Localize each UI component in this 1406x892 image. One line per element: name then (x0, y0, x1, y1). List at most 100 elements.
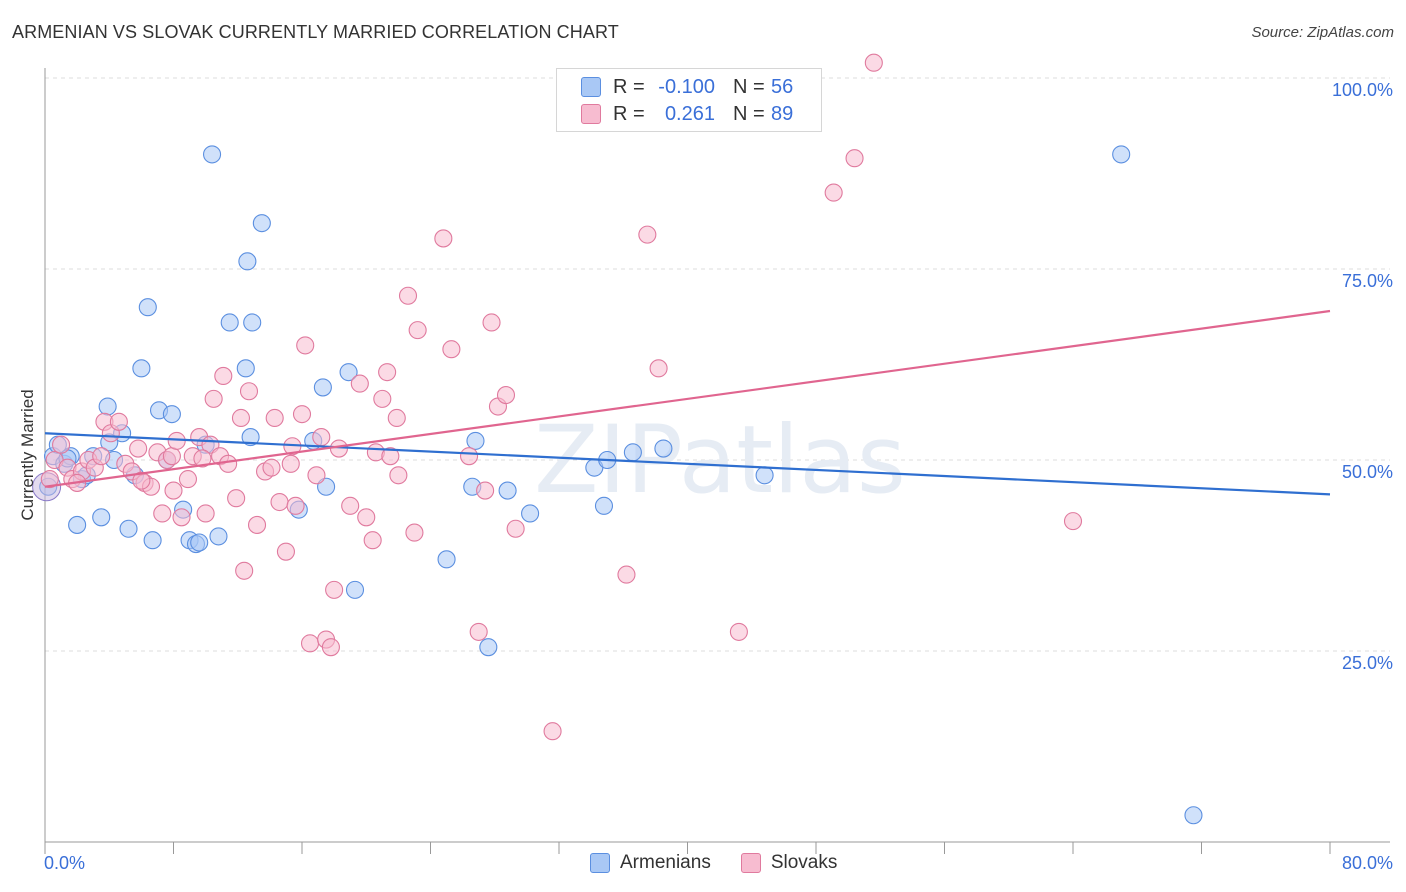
legend-r-label: R = (613, 102, 645, 125)
armenians-point (623, 443, 642, 462)
legend-label-armenians: Armenians (620, 852, 711, 873)
slovaks-point (262, 458, 281, 477)
slovaks-point (270, 492, 289, 512)
slovaks-point (40, 470, 59, 489)
armenians-point (143, 531, 162, 550)
legend-r-value: -0.100 (658, 75, 715, 98)
armenians-point (345, 580, 365, 599)
slovaks-point (235, 561, 254, 580)
slovaks-point (824, 183, 843, 202)
slovaks-point (193, 449, 212, 468)
legend-item-slovaks[interactable]: Slovaks (740, 852, 837, 874)
slovaks-point (286, 496, 305, 515)
slovaks-point (162, 447, 181, 466)
slovaks-point (1063, 512, 1083, 531)
slovaks-point (459, 447, 479, 466)
chart-title: ARMENIAN VS SLOVAK CURRENTLY MARRIED COR… (12, 22, 619, 42)
slovaks-point (378, 363, 397, 382)
legend-swatch-slovaks (740, 853, 761, 873)
slovaks-point (381, 447, 400, 466)
armenians-point (220, 313, 239, 332)
slovaks-point (638, 225, 657, 244)
armenians-point (238, 252, 257, 271)
slovaks-point (442, 340, 461, 359)
slovaks-point (389, 466, 408, 485)
slovaks-point (247, 515, 267, 534)
legend-row-armenians: R = -0.100 N = 56 (581, 75, 793, 99)
armenians-point (252, 214, 271, 233)
slovaks-point (307, 466, 326, 485)
slovaks-point (398, 286, 418, 305)
legend-swatch-slovaks (581, 104, 601, 124)
slovaks-point (153, 504, 172, 523)
slovaks-point (341, 496, 360, 515)
x-tick-label: 80.0% (1342, 853, 1393, 873)
armenians-point (466, 431, 485, 450)
slovaks-point (214, 366, 233, 386)
slovaks-point (276, 542, 295, 561)
armenians-point (498, 481, 517, 500)
legend-swatch-armenians (581, 77, 601, 97)
tick-labels: 25.0% 50.0% 75.0% 100.0% 0.0% 80.0% (44, 80, 1393, 873)
armenians-point (243, 313, 262, 332)
series-slovaks (40, 53, 1083, 741)
slovaks-point (296, 336, 315, 355)
slovaks-point (292, 405, 312, 424)
legend-item-armenians[interactable]: Armenians (590, 852, 711, 874)
armenians-point (654, 439, 673, 458)
armenians-point (138, 298, 157, 317)
legend-r-value: 0.261 (664, 102, 715, 125)
slovaks-point (506, 519, 525, 538)
slovaks-point (729, 622, 748, 641)
slovaks-point (476, 481, 495, 500)
legend-n-value: 56 (771, 75, 794, 98)
y-tick-label: 100.0% (1332, 80, 1393, 100)
slovaks-point (300, 634, 320, 653)
series-legend: Armenians Slovaks (590, 852, 867, 874)
slovaks-point (617, 565, 636, 584)
slovaks-point (469, 622, 488, 641)
slovaks-point (109, 412, 128, 431)
slovaks-point (496, 386, 516, 405)
slovaks-point (373, 389, 392, 408)
armenians-point (119, 519, 138, 538)
slovaks-point (387, 408, 406, 428)
source-label: Source: ZipAtlas.com (1251, 24, 1394, 41)
slovaks-point (845, 149, 864, 168)
armenians-point (1112, 145, 1131, 164)
armenians-point (479, 638, 498, 657)
armenians-point (755, 466, 774, 485)
slovaks-point (164, 481, 183, 500)
legend-n-value: 89 (771, 102, 794, 125)
slovaks-point (52, 435, 71, 454)
slovaks-point (132, 471, 151, 490)
y-tick-label: 25.0% (1342, 653, 1393, 673)
slovaks-point (231, 408, 251, 428)
slovaks-trend-line (44, 309, 1331, 488)
slovaks-point (227, 489, 246, 508)
slovaks-point (204, 389, 223, 408)
armenians-point (1184, 806, 1203, 825)
slovaks-point (357, 508, 376, 527)
slovaks-point (434, 229, 453, 248)
stats-legend: R = -0.100 N = 56 R = 0.261 N = 89 (556, 68, 822, 132)
armenians-point (594, 496, 614, 515)
slovaks-point (196, 504, 215, 523)
armenians-point (190, 533, 209, 552)
legend-row-slovaks: R = 0.261 N = 89 (581, 102, 793, 126)
slovaks-point (408, 321, 427, 340)
armenians-point (132, 359, 151, 378)
slovaks-point (482, 313, 501, 332)
armenians-point (241, 428, 260, 447)
slovaks-point (265, 408, 284, 428)
armenians-point (98, 397, 117, 416)
y-tick-label: 75.0% (1342, 271, 1393, 291)
x-tick-label: 0.0% (44, 853, 85, 873)
legend-swatch-armenians (590, 853, 610, 873)
armenians-point (209, 527, 228, 546)
armenians-point (162, 405, 181, 424)
slovaks-point (92, 447, 111, 466)
slovaks-point (321, 638, 340, 657)
slovaks-point (649, 359, 668, 378)
armenians-point (236, 359, 255, 378)
